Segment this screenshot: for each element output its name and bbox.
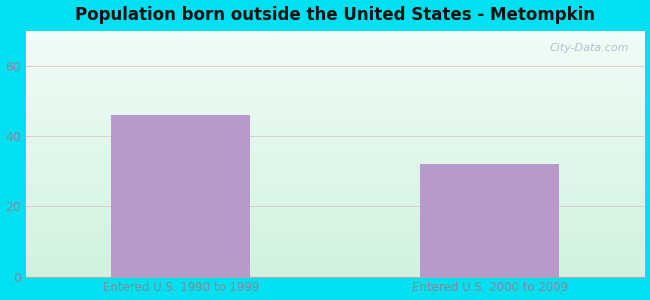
Text: City-Data.com: City-Data.com bbox=[549, 43, 629, 53]
Title: Population born outside the United States - Metompkin: Population born outside the United State… bbox=[75, 6, 595, 24]
Bar bbox=[421, 164, 560, 277]
Bar bbox=[111, 115, 250, 277]
